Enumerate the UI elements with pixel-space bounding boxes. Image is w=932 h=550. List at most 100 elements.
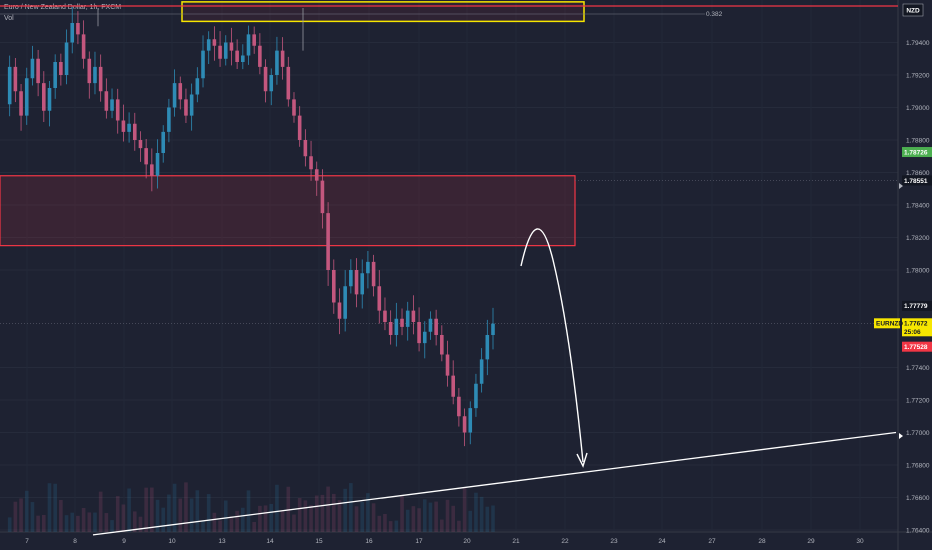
- x-tick-label: 23: [610, 538, 618, 545]
- volume-bar: [195, 490, 200, 532]
- price-tag-value: 1.77672: [904, 321, 928, 328]
- volume-bar: [417, 508, 421, 532]
- candle-body: [161, 131, 166, 153]
- volume-bar: [115, 496, 120, 532]
- candle-body: [292, 99, 296, 116]
- y-tick-label: 1.77200: [906, 398, 930, 405]
- candle-body: [462, 416, 467, 433]
- volume-bar: [42, 514, 46, 532]
- y-tick-label: 1.78200: [906, 235, 930, 242]
- y-tick-label: 1.79200: [906, 73, 930, 80]
- volume-bar: [161, 507, 166, 532]
- volume-bar: [70, 512, 75, 532]
- candle-body: [13, 66, 18, 92]
- volume-bar: [309, 505, 313, 532]
- candle-body: [440, 335, 444, 355]
- x-tick-label: 15: [315, 538, 323, 545]
- symbol-tag-bg: [874, 318, 900, 329]
- volume-bar: [394, 520, 399, 532]
- volume-bar: [462, 487, 467, 532]
- volume-bar: [93, 512, 97, 532]
- candle-body: [19, 91, 23, 116]
- y-tick-label: 1.76600: [906, 495, 930, 502]
- candle-body: [144, 148, 148, 165]
- y-tick-label: 1.76800: [906, 463, 930, 470]
- volume-bar: [246, 490, 251, 532]
- candle-body: [98, 66, 103, 92]
- volume-bar: [303, 500, 308, 532]
- x-tick-label: 29: [807, 538, 815, 545]
- x-tick-label: 30: [856, 538, 864, 545]
- volume-bar: [252, 521, 256, 532]
- volume-bar: [132, 511, 137, 532]
- price-tag-bg: [902, 147, 932, 158]
- candle-body: [422, 331, 427, 344]
- candle-body: [121, 120, 126, 132]
- volume-label: Vol: [4, 15, 14, 22]
- candle-body: [172, 83, 177, 108]
- volume-bar: [354, 506, 359, 532]
- volume-bar: [326, 486, 330, 532]
- chart-title: Euro / New Zealand Dollar, 1h, FXCM: [4, 4, 122, 11]
- candle-body: [269, 75, 274, 92]
- volume-bar: [235, 510, 239, 532]
- candle-body: [206, 39, 211, 51]
- candle-body: [53, 62, 57, 88]
- candle-body: [150, 164, 154, 176]
- volume-bar: [184, 482, 188, 532]
- volume-bar: [121, 504, 126, 532]
- volume-bar: [172, 483, 177, 532]
- candle-body: [360, 273, 365, 295]
- volume-bar: [19, 498, 23, 532]
- volume-bar: [87, 512, 92, 532]
- volume-bar: [491, 505, 495, 532]
- candle-body: [468, 408, 473, 433]
- volume-bar: [30, 502, 35, 532]
- volume-bar: [474, 492, 478, 532]
- candle-body: [235, 50, 239, 62]
- x-tick-label: 10: [168, 538, 176, 545]
- symbol-tag: EURNZD: [876, 321, 903, 328]
- projection-arrow: [520, 228, 584, 463]
- candle-body: [337, 302, 342, 319]
- volume-bar: [178, 498, 183, 532]
- candle-body: [201, 50, 205, 79]
- volume-bar: [201, 521, 205, 532]
- volume-bar: [258, 505, 262, 532]
- candle-body: [246, 34, 251, 56]
- candle-body: [303, 140, 308, 157]
- volume-bar: [468, 510, 473, 532]
- volume-bar: [36, 515, 40, 532]
- volume-bar: [212, 512, 217, 532]
- volume-bar: [383, 513, 387, 532]
- supply-box: [181, 1, 585, 23]
- y-tick-label: 1.79000: [906, 105, 930, 112]
- volume-bar: [451, 505, 455, 532]
- candle-body: [258, 45, 262, 67]
- x-tick-label: 21: [512, 538, 520, 545]
- candle-body: [138, 140, 143, 149]
- volume-bar: [297, 497, 302, 532]
- volume-bar: [434, 501, 438, 532]
- candle-body: [309, 156, 313, 170]
- candle-body: [371, 261, 376, 287]
- currency-box: [902, 3, 924, 17]
- volume-bar: [155, 499, 160, 532]
- volume-bar: [59, 499, 63, 532]
- price-tag-value: 1.77779: [904, 303, 928, 310]
- candle-body: [184, 99, 188, 116]
- candle-body: [252, 34, 256, 46]
- candle-body: [87, 58, 92, 84]
- x-tick-label: 27: [708, 538, 716, 545]
- candle-body: [218, 45, 222, 59]
- x-tick-label: 13: [218, 538, 226, 545]
- volume-bar: [144, 487, 148, 532]
- candle-body: [417, 322, 421, 344]
- candle-body: [212, 39, 217, 46]
- candle-body: [178, 83, 183, 100]
- candle-body: [241, 55, 245, 62]
- volume-bar: [405, 509, 410, 532]
- candle-body: [59, 62, 63, 75]
